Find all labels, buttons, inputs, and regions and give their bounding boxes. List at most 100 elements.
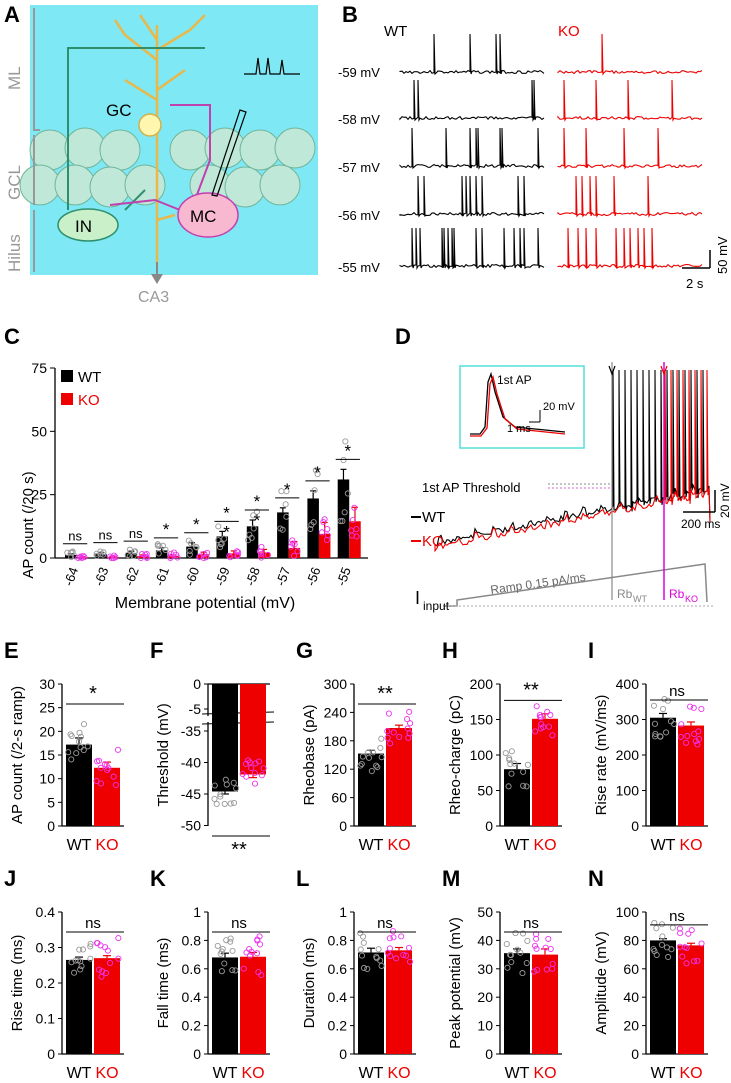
data-point <box>378 754 385 761</box>
data-point <box>685 930 692 937</box>
c-point <box>216 544 224 551</box>
c-point <box>139 550 146 558</box>
panel-label-k: K <box>150 866 166 891</box>
ylabel: Rheobase (pA) <box>301 705 318 806</box>
c-ytick-label: 75 <box>31 360 47 376</box>
c-point <box>349 516 356 524</box>
sig-label: ns <box>231 915 247 932</box>
c-point <box>167 550 175 557</box>
data-point <box>536 711 544 719</box>
panel-label-a: A <box>4 2 20 27</box>
data-point <box>95 757 103 764</box>
ytick-label: 180 <box>324 733 348 749</box>
data-point <box>358 760 365 768</box>
ytick-label: 1 <box>339 904 347 920</box>
b-trace-ko-0 <box>557 33 703 76</box>
c-point <box>227 554 234 561</box>
xtick-label-wt: WT <box>505 1065 530 1082</box>
c-legend-ko: KO <box>78 392 100 409</box>
b-trace-ko-1 <box>557 79 703 122</box>
data-point <box>694 957 701 964</box>
c-point <box>307 525 314 533</box>
ytick-label: 20 <box>623 1018 639 1034</box>
c-point <box>337 517 344 525</box>
xtick-label-wt: WT <box>67 837 92 854</box>
ytick-label: 0 <box>339 818 347 834</box>
data-point <box>659 933 666 940</box>
ytick-label: 0 <box>485 1046 493 1062</box>
data-point <box>87 940 94 947</box>
c-point <box>283 513 290 520</box>
data-point <box>698 940 705 947</box>
c-point <box>258 543 265 550</box>
xtick-label-ko: KO <box>241 693 264 710</box>
ytick-label: 300 <box>616 712 640 728</box>
ca3-label: CA3 <box>138 289 169 306</box>
data-point <box>677 930 684 937</box>
data-point <box>386 935 393 942</box>
c-point <box>257 550 264 558</box>
panel-d-ramp: D 1st AP 20 mV 1 ms 1st AP Threshold WT … <box>395 324 731 613</box>
data-point <box>254 950 261 957</box>
data-point <box>519 930 527 937</box>
c-point <box>344 490 351 497</box>
sig-label: ** <box>231 839 247 861</box>
xtick-label-ko: KO <box>533 1065 556 1082</box>
sig-label: ns <box>85 915 101 932</box>
c-point <box>112 554 119 561</box>
d-rb-ko-sub: KO <box>685 594 698 604</box>
data-point <box>507 761 514 768</box>
d-input-sub: input <box>423 599 450 613</box>
data-point <box>229 967 236 974</box>
xtick-label-ko: KO <box>95 837 118 854</box>
c-point <box>323 536 330 543</box>
xtick-label-ko: KO <box>679 837 702 854</box>
data-point <box>507 951 514 958</box>
ytick-label: 0 <box>47 1046 55 1062</box>
data-point <box>543 966 550 973</box>
data-point <box>524 937 531 944</box>
data-point <box>698 705 705 712</box>
b-trace-wt-1 <box>399 79 545 123</box>
data-point <box>653 925 660 932</box>
bar-ko <box>532 718 558 826</box>
c-xtick-label: -62 <box>121 565 142 588</box>
ytick-label: 0 <box>485 818 493 834</box>
c-point <box>201 550 208 557</box>
b-trace-wt-4 <box>399 227 545 271</box>
d-trace-ko <box>434 369 711 553</box>
b-v-label-1: -58 mV <box>338 112 380 127</box>
sig-label: * <box>89 683 97 705</box>
data-point <box>393 955 400 962</box>
data-point <box>545 935 552 942</box>
d-legend-ko: KO <box>422 533 444 550</box>
data-point <box>214 942 221 949</box>
c-xlabel: Membrane potential (mV) <box>115 595 296 612</box>
data-point <box>537 725 544 732</box>
ytick-label: 30 <box>477 961 493 977</box>
ytick-label: 40 <box>623 989 639 1005</box>
data-point <box>68 732 75 739</box>
ytick-label: 0 <box>193 1046 201 1062</box>
sig-label: ns <box>669 683 685 700</box>
c-point <box>143 553 150 560</box>
data-point <box>110 773 117 780</box>
ytick-label: 80 <box>623 932 639 948</box>
bar-ko <box>240 956 266 1054</box>
c-ytick-label: 50 <box>31 423 47 439</box>
d-ramp-label: Ramp 0.15 pA/ms <box>489 570 586 597</box>
data-point <box>114 746 122 753</box>
c-point <box>93 552 100 559</box>
data-point <box>407 720 414 727</box>
data-point <box>508 748 515 755</box>
data-point <box>669 924 676 931</box>
c-xtick-label: -64 <box>61 565 82 588</box>
data-point <box>377 744 384 751</box>
c-point <box>100 549 107 556</box>
data-point <box>258 971 265 979</box>
c-legend-wt: WT <box>78 369 101 386</box>
ylabel: Rise time (ms) <box>9 935 26 1032</box>
ytick-label: 0.2 <box>182 1018 202 1034</box>
data-point <box>523 959 530 967</box>
data-point <box>364 749 371 756</box>
